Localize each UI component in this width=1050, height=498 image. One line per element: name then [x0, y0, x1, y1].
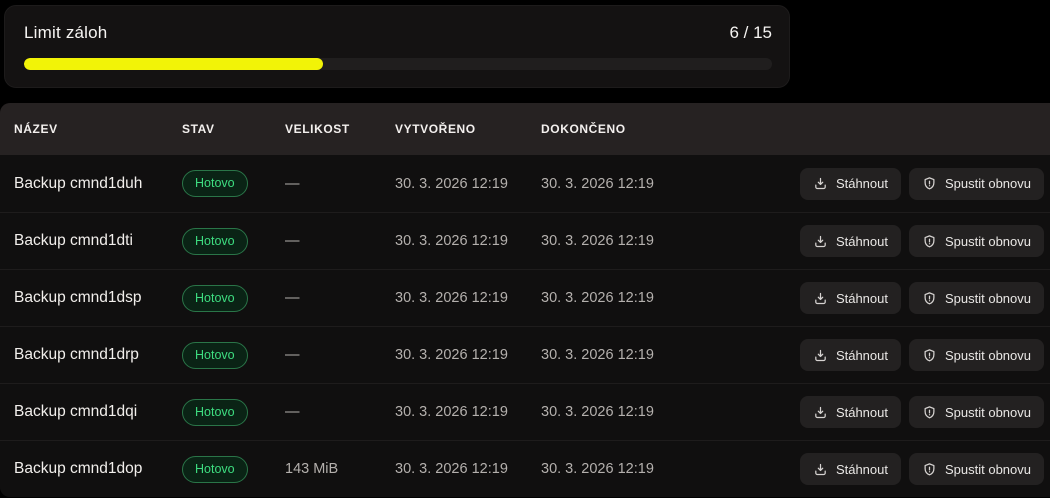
download-button[interactable]: Stáhnout — [799, 396, 901, 428]
row-actions: Stáhnout Spustit obnovu — [799, 396, 1044, 428]
backup-completed: 30. 3. 2026 12:19 — [541, 290, 654, 306]
status-cell: Hotovo — [182, 398, 285, 426]
row-actions: Stáhnout Spustit obnovu — [799, 282, 1044, 314]
backup-name: Backup cmnd1dqi — [14, 403, 138, 420]
status-cell: Hotovo — [182, 170, 285, 197]
column-header-created: Vytvořeno — [395, 122, 476, 136]
status-badge: Hotovo — [182, 455, 248, 483]
backup-name: Backup cmnd1dsp — [14, 289, 142, 306]
backup-completed: 30. 3. 2026 12:19 — [541, 233, 654, 249]
backup-size: — — [285, 347, 300, 363]
table-row: Backup cmnd1dqi Hotovo — 30. 3. 2026 12:… — [0, 383, 1050, 440]
limit-progress-fill — [24, 58, 324, 70]
backup-size: — — [285, 233, 300, 249]
status-cell: Hotovo — [182, 227, 285, 255]
download-button-label: Stáhnout — [835, 461, 888, 477]
restore-button-label: Spustit obnovu — [944, 404, 1031, 420]
table-row: Backup cmnd1drp Hotovo — 30. 3. 2026 12:… — [0, 326, 1050, 383]
download-button-label: Stáhnout — [835, 290, 888, 306]
table-header: Název Stav Velikost Vytvořeno Dokončeno — [0, 103, 1050, 155]
download-icon — [813, 405, 828, 420]
table-row: Backup cmnd1dop Hotovo 143 MiB 30. 3. 20… — [0, 440, 1050, 497]
shield-alert-icon — [922, 291, 937, 306]
status-badge: Hotovo — [182, 284, 248, 312]
status-cell: Hotovo — [182, 455, 285, 483]
column-header-completed: Dokončeno — [541, 122, 626, 136]
backup-name: Backup cmnd1duh — [14, 174, 143, 192]
restore-button[interactable]: Spustit obnovu — [908, 282, 1044, 314]
shield-alert-icon — [922, 405, 937, 420]
backup-size: — — [285, 290, 300, 306]
backup-completed: 30. 3. 2026 12:19 — [541, 461, 654, 477]
table-row: Backup cmnd1dsp Hotovo — 30. 3. 2026 12:… — [0, 269, 1050, 326]
restore-button-label: Spustit obnovu — [944, 347, 1031, 363]
restore-button[interactable]: Spustit obnovu — [908, 453, 1044, 485]
backup-created: 30. 3. 2026 12:19 — [395, 461, 508, 477]
page: { "limit_card": { "title": "Limit záloh"… — [0, 5, 1050, 498]
backup-name: Backup cmnd1dop — [14, 460, 143, 477]
download-icon — [813, 291, 828, 306]
download-button[interactable]: Stáhnout — [799, 453, 901, 485]
backup-created: 30. 3. 2026 12:19 — [395, 404, 508, 420]
backup-completed: 30. 3. 2026 12:19 — [541, 347, 654, 363]
row-actions: Stáhnout Spustit obnovu — [799, 453, 1044, 485]
table-row: Backup cmnd1dti Hotovo — 30. 3. 2026 12:… — [0, 212, 1050, 269]
download-icon — [813, 234, 828, 249]
restore-button-label: Spustit obnovu — [944, 233, 1031, 249]
column-header-name: Název — [14, 122, 58, 136]
backup-name: Backup cmnd1dti — [14, 232, 133, 249]
download-button-label: Stáhnout — [835, 233, 888, 249]
backup-completed: 30. 3. 2026 12:19 — [541, 404, 654, 420]
column-header-size: Velikost — [285, 122, 350, 136]
backup-created: 30. 3. 2026 12:19 — [395, 175, 508, 192]
download-icon — [813, 348, 828, 363]
download-button-label: Stáhnout — [835, 347, 888, 363]
status-badge: Hotovo — [182, 227, 248, 255]
column-header-status: Stav — [182, 122, 215, 136]
restore-button-label: Spustit obnovu — [944, 290, 1031, 306]
restore-button[interactable]: Spustit obnovu — [908, 167, 1044, 200]
download-button-label: Stáhnout — [835, 404, 888, 420]
restore-button[interactable]: Spustit obnovu — [908, 339, 1044, 371]
status-cell: Hotovo — [182, 284, 285, 312]
download-icon — [813, 176, 828, 191]
row-actions: Stáhnout Spustit obnovu — [799, 339, 1044, 371]
shield-alert-icon — [922, 462, 937, 477]
limit-count: 6 / 15 — [729, 23, 772, 42]
download-button[interactable]: Stáhnout — [799, 167, 901, 200]
backup-name: Backup cmnd1drp — [14, 346, 139, 363]
backup-created: 30. 3. 2026 12:19 — [395, 290, 508, 306]
backups-table: Název Stav Velikost Vytvořeno Dokončeno … — [0, 103, 1050, 497]
status-badge: Hotovo — [182, 170, 248, 197]
shield-alert-icon — [922, 234, 937, 249]
restore-button-label: Spustit obnovu — [944, 176, 1031, 191]
shield-alert-icon — [922, 348, 937, 363]
backup-created: 30. 3. 2026 12:19 — [395, 347, 508, 363]
download-icon — [813, 462, 828, 477]
table-row: Backup cmnd1duh Hotovo — 30. 3. 2026 12:… — [0, 155, 1050, 212]
download-button[interactable]: Stáhnout — [799, 339, 901, 371]
shield-alert-icon — [922, 176, 937, 191]
download-button[interactable]: Stáhnout — [799, 282, 901, 314]
row-actions: Stáhnout Spustit obnovu — [799, 167, 1044, 200]
backup-created: 30. 3. 2026 12:19 — [395, 233, 508, 249]
limit-progress-track — [24, 58, 772, 70]
status-badge: Hotovo — [182, 398, 248, 426]
status-badge: Hotovo — [182, 341, 248, 369]
limit-title: Limit záloh — [24, 23, 108, 42]
restore-button[interactable]: Spustit obnovu — [908, 396, 1044, 428]
restore-button[interactable]: Spustit obnovu — [908, 225, 1044, 257]
status-cell: Hotovo — [182, 341, 285, 369]
backup-size: — — [285, 404, 300, 420]
table-body: Backup cmnd1duh Hotovo — 30. 3. 2026 12:… — [0, 155, 1050, 497]
restore-button-label: Spustit obnovu — [944, 461, 1031, 477]
backup-size: — — [285, 175, 300, 192]
download-button-label: Stáhnout — [835, 176, 888, 191]
backup-limit-card: Limit záloh 6 / 15 — [4, 5, 790, 88]
download-button[interactable]: Stáhnout — [799, 225, 901, 257]
row-actions: Stáhnout Spustit obnovu — [799, 225, 1044, 257]
backup-completed: 30. 3. 2026 12:19 — [541, 175, 654, 192]
backup-size: 143 MiB — [285, 461, 339, 477]
